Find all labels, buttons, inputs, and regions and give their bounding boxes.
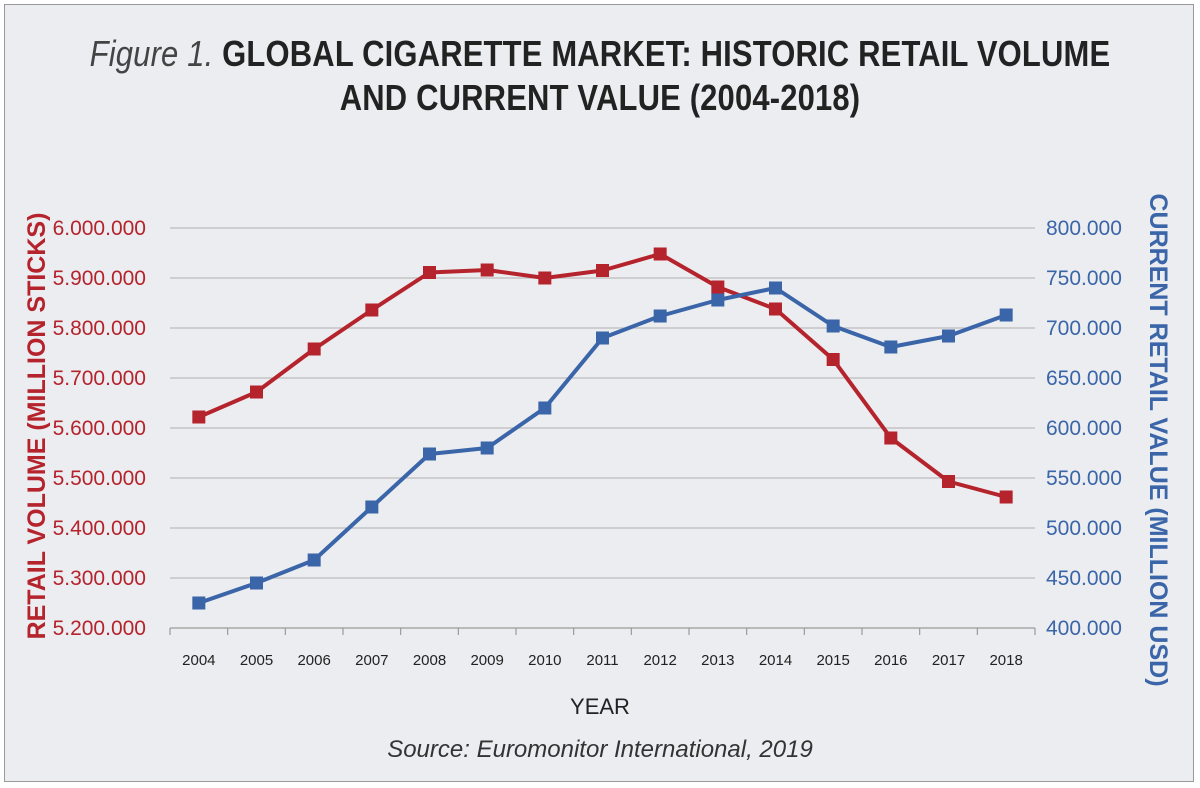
x-axis-title: YEAR [570, 694, 630, 719]
figure-prefix: Figure 1. [89, 33, 214, 74]
x-tick-label: 2006 [297, 652, 330, 669]
retail-volume-marker [192, 410, 206, 424]
title-line-1: GLOBAL CIGARETTE MARKET: HISTORIC RETAIL… [222, 33, 1111, 74]
x-tick-label: 2009 [470, 652, 503, 669]
x-tick-label: 2005 [240, 652, 273, 669]
x-tick-label: 2016 [874, 652, 907, 669]
x-tick-label: 2007 [355, 652, 388, 669]
x-tick-label: 2013 [701, 652, 734, 669]
right-tick-label: 700.000 [1046, 317, 1122, 340]
retail-value-marker [596, 331, 609, 345]
retail-value-marker [365, 500, 379, 514]
x-axis: 2004 2005 2006 2007 2008 2009 2010 2011 2012 2013… [169, 628, 1036, 669]
retail-volume-marker [307, 342, 321, 356]
retail-volume-marker [480, 263, 494, 277]
x-tick-label: 2004 [182, 652, 215, 669]
right-y-axis: 400.000 450.000 500.000 550.000 600.000 650.0… [1046, 217, 1122, 640]
retail-volume-marker [769, 302, 782, 316]
retail-value-marker [826, 319, 840, 333]
retail-value-marker [942, 329, 955, 343]
retail-value-marker [480, 441, 494, 455]
retail-value-marker [653, 309, 667, 323]
retail-value-marker [423, 447, 436, 461]
left-y-axis: 5.200.000 5.300.000 5.400.000 5.500.000 5.60… [53, 217, 146, 640]
retail-value-marker [999, 308, 1013, 322]
retail-volume-marker [826, 353, 840, 366]
x-tick-label: 2017 [932, 652, 965, 669]
left-tick-label: 5.700.000 [53, 367, 146, 390]
x-tick-label: 2015 [816, 652, 849, 669]
x-tick-label: 2012 [643, 652, 676, 669]
left-tick-label: 5.600.000 [53, 417, 146, 440]
x-tick-label: 2008 [413, 652, 446, 669]
grid-lines [170, 227, 1035, 629]
retail-value-marker [250, 576, 263, 590]
left-tick-label: 5.300.000 [53, 567, 146, 590]
right-tick-label: 750.000 [1046, 267, 1122, 290]
retail-volume-marker [653, 247, 667, 261]
left-tick-label: 5.200.000 [53, 617, 146, 640]
left-tick-label: 6.000.000 [53, 217, 146, 240]
retail-volume-line [198, 252, 1007, 499]
figure-frame [4, 4, 1194, 782]
retail-volume-marker [596, 264, 609, 277]
retail-volume-marker [711, 280, 725, 294]
retail-volume-marker [884, 431, 898, 445]
retail-volume-marker [942, 475, 955, 488]
right-tick-label: 500.000 [1046, 517, 1122, 540]
source-note: Source: Euromonitor International, 2019 [387, 736, 813, 763]
right-tick-label: 800.000 [1046, 217, 1122, 240]
x-tick-label: 2011 [586, 652, 618, 669]
left-tick-label: 5.800.000 [53, 317, 146, 340]
x-tick-label: 2014 [759, 652, 792, 669]
retail-value-marker [884, 340, 898, 354]
right-tick-label: 600.000 [1046, 417, 1122, 440]
retail-volume-marker [423, 266, 436, 279]
right-tick-label: 650.000 [1046, 367, 1122, 390]
retail-value-marker [769, 281, 782, 295]
left-tick-label: 5.400.000 [53, 517, 146, 540]
title-line-2: AND CURRENT VALUE (2004-2018) [339, 77, 861, 118]
x-tick-label: 2010 [528, 652, 561, 669]
retail-volume-marker [250, 385, 263, 399]
retail-value-marker [307, 553, 321, 567]
right-axis-title: CURRENT RETAIL VALUE (MILLION USD) [1144, 193, 1172, 686]
left-tick-label: 5.900.000 [53, 267, 146, 290]
x-tick-label: 2018 [989, 652, 1022, 669]
retail-volume-marker [999, 490, 1013, 504]
series-layer [192, 247, 1013, 610]
right-tick-label: 400.000 [1046, 617, 1122, 640]
retail-value-marker [538, 401, 552, 415]
chart-title: Figure 1. GLOBAL CIGARETTE MARKET: HISTO… [84, 32, 1116, 120]
retail-value-marker [192, 596, 206, 610]
right-tick-label: 550.000 [1046, 467, 1122, 490]
left-tick-label: 5.500.000 [53, 467, 146, 490]
left-axis-title: RETAIL VOLUME (MILLION STICKS) [23, 213, 51, 640]
right-tick-label: 450.000 [1046, 567, 1122, 590]
retail-volume-marker [365, 303, 379, 317]
retail-value-marker [711, 293, 725, 307]
retail-volume-marker [538, 271, 552, 285]
